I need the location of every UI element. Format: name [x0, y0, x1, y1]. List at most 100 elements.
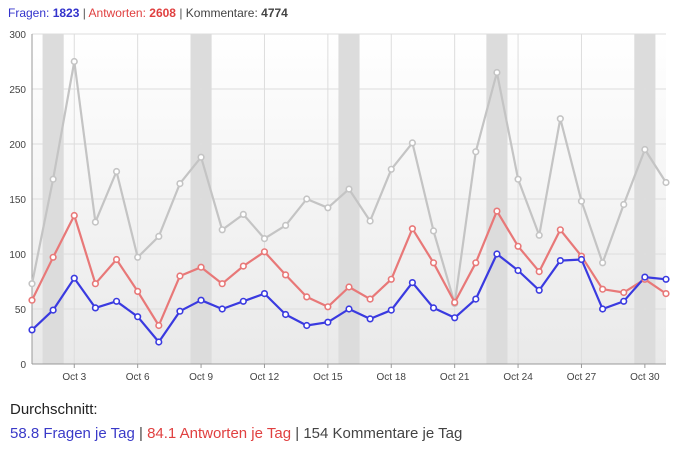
comments-data-point	[408, 139, 417, 147]
answers-data-point	[324, 303, 332, 311]
comments-data-point	[641, 145, 649, 154]
questions-data-point	[429, 304, 438, 312]
questions-data-point	[112, 297, 121, 305]
average-separator: |	[138, 425, 143, 442]
questions-data-point	[70, 274, 78, 282]
x-tick-label: Oct 12	[250, 372, 280, 383]
comments-data-point	[282, 221, 290, 229]
answers-data-point	[282, 271, 290, 279]
answers-data-point	[197, 263, 205, 271]
answers-data-point	[451, 298, 459, 307]
header-separator: |	[179, 6, 183, 20]
x-tick-label: Oct 3	[62, 372, 86, 383]
comments-data-point	[218, 226, 226, 234]
answers-data-point	[176, 272, 184, 280]
y-tick-label: 0	[20, 360, 26, 371]
comments-data-point	[366, 217, 374, 225]
answers-data-point	[366, 295, 374, 303]
y-tick-label: 100	[9, 250, 26, 261]
comments-data-point	[577, 197, 586, 205]
comments-data-point	[493, 68, 501, 77]
questions-data-point	[387, 306, 395, 314]
x-tick-label: Oct 30	[630, 372, 660, 383]
comments-data-point	[620, 200, 628, 209]
answers-data-point	[662, 290, 670, 298]
comments-data-point	[345, 185, 353, 193]
questions-data-point	[91, 304, 99, 312]
y-tick-label: 250	[9, 85, 26, 96]
questions-data-point	[155, 338, 163, 346]
average-comments: 154 Kommentare je Tag	[303, 425, 463, 442]
questions-data-point	[620, 297, 628, 305]
questions-data-point	[493, 250, 501, 258]
answers-data-point	[112, 255, 121, 264]
comments-data-point	[176, 180, 184, 188]
x-tick-label: Oct 27	[567, 372, 597, 383]
questions-data-point	[260, 290, 269, 298]
comments-data-point	[429, 227, 438, 235]
answers-data-point	[239, 262, 247, 270]
comments-data-point	[49, 175, 57, 183]
x-tick-label: Oct 9	[189, 372, 213, 383]
answers-label: Antworten:	[88, 6, 146, 20]
questions-data-point	[28, 326, 36, 334]
questions-data-point	[176, 307, 184, 315]
x-tick-label: Oct 18	[377, 372, 407, 383]
comments-data-point	[662, 178, 670, 187]
comments-data-point	[112, 167, 121, 176]
comments-data-point	[134, 253, 142, 261]
x-tick-label: Oct 6	[126, 372, 150, 383]
answers-data-point	[345, 283, 353, 291]
comments-data-point	[239, 210, 247, 218]
comments-data-point	[28, 280, 36, 288]
answers-data-point	[620, 288, 628, 297]
answers-data-point	[260, 248, 269, 256]
questions-data-point	[577, 255, 586, 264]
comments-data-point	[155, 232, 163, 240]
answers-data-point	[493, 207, 501, 215]
answers-data-point	[387, 275, 395, 283]
average-questions: 58.8 Fragen je Tag	[10, 425, 135, 442]
comments-data-point	[91, 218, 99, 226]
answers-data-point	[155, 321, 163, 330]
answers-data-point	[218, 280, 226, 288]
questions-data-point	[408, 279, 417, 287]
comments-label: Kommentare:	[185, 6, 258, 20]
answers-count: 2608	[149, 6, 176, 20]
answers-data-point	[134, 287, 142, 296]
answers-data-point	[49, 253, 57, 261]
answers-data-point	[91, 280, 99, 288]
questions-data-point	[239, 297, 247, 305]
average-separator: |	[295, 425, 300, 442]
y-tick-label: 150	[9, 195, 26, 206]
comments-data-point	[70, 57, 78, 66]
questions-data-point	[345, 305, 353, 313]
answers-data-point	[28, 296, 36, 304]
answers-data-point	[514, 242, 522, 250]
average-answers: 84.1 Antworten je Tag	[147, 425, 292, 442]
comments-data-point	[556, 115, 564, 123]
answers-data-point	[556, 226, 564, 234]
answers-data-point	[535, 268, 543, 276]
comments-data-point	[260, 235, 269, 243]
answers-data-point	[408, 225, 417, 233]
questions-label: Fragen:	[8, 6, 50, 20]
average-title: Durchschnitt:	[10, 401, 98, 418]
y-tick-label: 300	[9, 30, 26, 41]
questions-data-point	[218, 305, 226, 313]
answers-data-point	[472, 259, 480, 267]
header-separator: |	[82, 6, 86, 20]
x-tick-label: Oct 15	[313, 372, 343, 383]
questions-data-point	[662, 275, 670, 283]
activity-line-chart: 0 50 100 150 200 250 300 Oct 3 Oct 6 Oct 9 Oct 12 O…	[9, 30, 670, 383]
questions-data-point	[197, 296, 205, 304]
answers-data-point	[598, 285, 607, 293]
questions-data-point	[535, 286, 543, 294]
questions-data-point	[324, 318, 332, 326]
comments-data-point	[303, 195, 311, 203]
comments-count: 4774	[261, 6, 288, 20]
comments-data-point	[197, 153, 205, 161]
questions-data-point	[49, 306, 57, 314]
y-tick-label: 50	[15, 305, 27, 316]
questions-data-point	[472, 295, 480, 303]
